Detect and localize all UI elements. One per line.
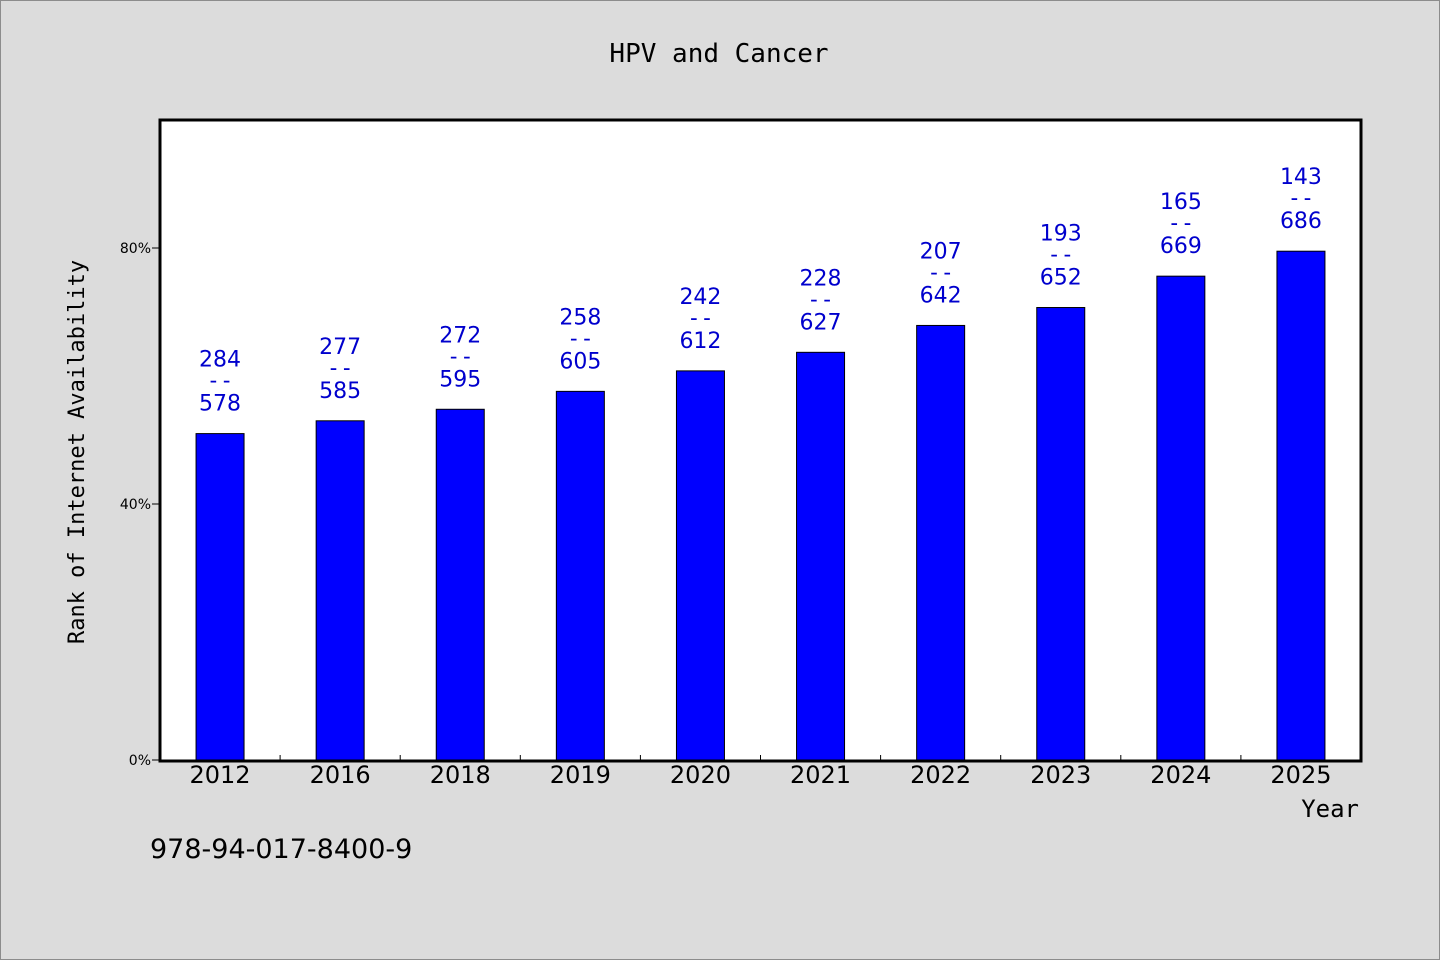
bar-2024 <box>1156 275 1206 761</box>
bar-label-sep-2023: -- <box>1048 243 1075 268</box>
x-tick-label-2018: 2018 <box>430 761 491 789</box>
bar-label-bottom-2012: 578 <box>199 392 241 417</box>
bar-label-top-2023: 193 <box>1040 222 1082 247</box>
bar-2012 <box>195 433 245 761</box>
bar-2018 <box>435 408 485 761</box>
bar-label-sep-2025: -- <box>1288 186 1315 211</box>
bar-label-sep-2020: -- <box>687 306 714 331</box>
y-tick-label: 40% <box>120 497 151 513</box>
bar-label-top-2021: 228 <box>800 266 842 291</box>
bar-2020 <box>675 370 725 761</box>
bar-label-sep-2018: -- <box>447 344 474 369</box>
bar-2021 <box>796 351 846 761</box>
bar-label-top-2022: 207 <box>920 239 962 264</box>
bar-label-top-2019: 258 <box>559 305 601 330</box>
x-tick-label-2012: 2012 <box>190 761 251 789</box>
bar-label-sep-2016: -- <box>327 356 354 381</box>
bar-2019 <box>555 390 605 761</box>
x-axis-label: Year <box>1301 795 1359 823</box>
bar-label-bottom-2016: 585 <box>319 379 361 404</box>
bar-label-sep-2021: -- <box>807 287 834 312</box>
bar-label-top-2020: 242 <box>679 285 721 310</box>
bar-label-sep-2012: -- <box>207 369 234 394</box>
x-axis: 2012 2016 2018 2019 2020 2021 2022 2023 2024 2025 <box>190 755 1331 789</box>
bar-2022 <box>916 324 966 761</box>
bar-label-bottom-2025: 686 <box>1280 209 1322 234</box>
bar-label-top-2018: 272 <box>439 323 481 348</box>
y-axis-label: Rank of Internet Availability <box>65 260 90 644</box>
bar-label-bottom-2024: 669 <box>1160 234 1202 259</box>
bar-label-sep-2024: -- <box>1168 211 1195 236</box>
bar-label-top-2024: 165 <box>1160 190 1202 215</box>
y-tick-label: 0% <box>129 753 151 769</box>
bar-label-top-2016: 277 <box>319 335 361 360</box>
x-tick-label-2020: 2020 <box>670 761 731 789</box>
bar-label-bottom-2021: 627 <box>800 310 842 335</box>
x-tick-label-2019: 2019 <box>550 761 611 789</box>
bar-2023 <box>1036 307 1086 761</box>
x-tick-label-2023: 2023 <box>1030 761 1091 789</box>
x-tick-label-2024: 2024 <box>1150 761 1211 789</box>
x-tick-label-2022: 2022 <box>910 761 971 789</box>
x-tick-label-2016: 2016 <box>310 761 371 789</box>
bar-label-bottom-2023: 652 <box>1040 266 1082 291</box>
bar-labels-layer: 284--578277--585272--595258--605242--612… <box>199 165 1322 416</box>
bar-label-bottom-2022: 642 <box>920 283 962 308</box>
footer-id-text: 978-94-017-8400-9 <box>150 834 413 865</box>
bar-label-top-2012: 284 <box>199 348 241 373</box>
x-tick-label-2021: 2021 <box>790 761 851 789</box>
bar-label-sep-2022: -- <box>927 260 954 285</box>
bar-2025 <box>1276 250 1326 761</box>
y-tick-label: 80% <box>120 241 151 257</box>
bars-layer <box>195 250 1326 761</box>
x-tick-label-2025: 2025 <box>1270 761 1331 789</box>
bar-label-sep-2019: -- <box>567 326 594 351</box>
chart-title: HPV and Cancer <box>609 39 828 69</box>
bar-2016 <box>315 420 365 761</box>
bar-label-bottom-2018: 595 <box>439 367 481 392</box>
bar-label-bottom-2020: 612 <box>679 329 721 354</box>
bar-label-top-2025: 143 <box>1280 165 1322 190</box>
y-axis: 0% 40% 80% <box>120 241 160 769</box>
bar-label-bottom-2019: 605 <box>559 349 601 374</box>
